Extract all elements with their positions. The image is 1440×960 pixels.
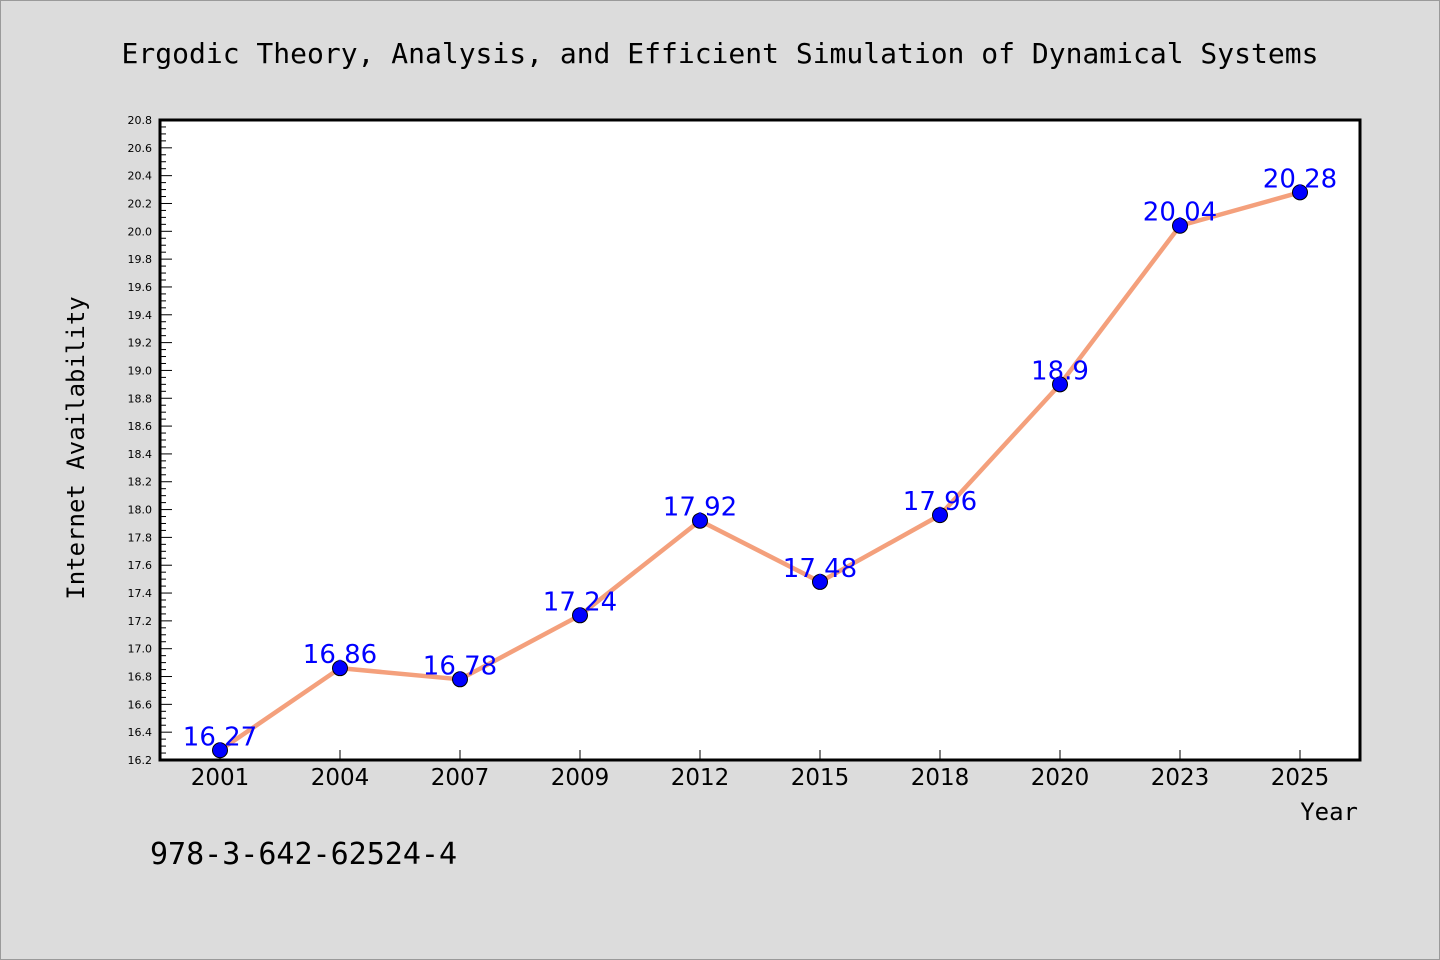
y-tick-label: 19.0 xyxy=(128,364,153,377)
data-label: 20.28 xyxy=(1263,164,1337,194)
x-tick-label: 2015 xyxy=(791,765,850,791)
x-tick-label: 2001 xyxy=(191,765,250,791)
y-tick-label: 20.6 xyxy=(128,142,153,155)
x-axis: 2001 2004 2007 2009 2012 2015 2018 2020 2023 2025 xyxy=(191,750,1330,791)
data-point xyxy=(932,507,948,524)
y-tick-label: 17.4 xyxy=(128,587,153,600)
y-tick-label: 19.4 xyxy=(128,309,153,322)
data-label: 17.48 xyxy=(783,554,857,584)
chart-title: Ergodic Theory, Analysis, and Efficient … xyxy=(122,37,1319,70)
x-tick-label: 2020 xyxy=(1031,765,1090,791)
data-point xyxy=(452,671,468,688)
data-label: 16.86 xyxy=(303,640,377,670)
x-tick-label: 2012 xyxy=(671,765,730,791)
y-tick-label: 16.2 xyxy=(128,754,153,767)
x-tick-label: 2007 xyxy=(431,765,490,791)
data-label: 17.24 xyxy=(543,587,617,617)
series-line xyxy=(218,190,1301,753)
x-tick-label: 2018 xyxy=(911,765,970,791)
x-tick-label: 2004 xyxy=(311,765,370,791)
y-tick-label: 19.8 xyxy=(128,253,153,266)
data-point xyxy=(1172,217,1188,234)
x-tick-label: 2009 xyxy=(551,765,610,791)
data-point xyxy=(692,512,708,529)
y-axis: 16.2 16.4 16.6 16.8 17.0 17.2 17.4 17.6 17.8 18.0… xyxy=(128,114,172,767)
y-tick-label: 17.2 xyxy=(128,615,153,628)
y-tick-label: 20.0 xyxy=(128,225,153,238)
y-tick-label: 18.8 xyxy=(128,392,153,405)
y-tick-label: 20.8 xyxy=(128,114,153,127)
y-tick-label: 17.0 xyxy=(128,643,153,656)
data-label: 20.04 xyxy=(1143,198,1217,228)
x-axis-title: Year xyxy=(1300,798,1358,826)
data-label: 16.27 xyxy=(183,722,257,752)
data-label: 18.9 xyxy=(1031,356,1089,386)
y-tick-label: 16.6 xyxy=(128,698,153,711)
data-point xyxy=(212,742,228,759)
y-tick-label: 17.8 xyxy=(128,531,153,544)
y-tick-label: 18.6 xyxy=(128,420,153,433)
isbn-text: 978-3-642-62524-4 xyxy=(150,837,457,872)
y-tick-label: 19.2 xyxy=(128,337,153,350)
y-tick-label: 20.2 xyxy=(128,197,153,210)
y-tick-label: 16.8 xyxy=(128,671,153,684)
y-tick-label: 19.6 xyxy=(128,281,153,294)
y-tick-label: 20.4 xyxy=(128,170,153,183)
data-label: 16.78 xyxy=(423,651,497,681)
data-point xyxy=(1052,376,1068,393)
data-point xyxy=(332,660,348,677)
y-tick-label: 18.4 xyxy=(128,448,153,461)
y-tick-label: 18.2 xyxy=(128,476,153,489)
y-tick-label: 17.6 xyxy=(128,559,153,572)
series-group xyxy=(212,184,1308,759)
x-tick-label: 2025 xyxy=(1271,765,1330,791)
plot-area xyxy=(158,118,1362,762)
data-point xyxy=(572,607,588,624)
y-axis-title: Internet Availability xyxy=(62,296,90,599)
y-tick-label: 16.4 xyxy=(128,726,153,739)
x-tick-label: 2023 xyxy=(1151,765,1210,791)
data-label: 17.92 xyxy=(663,493,737,523)
data-label: 17.96 xyxy=(903,487,977,517)
data-point xyxy=(1292,184,1308,201)
y-tick-label: 18.0 xyxy=(128,504,153,517)
data-labels: 16.27 16.86 16.78 17.24 17.92 17.48 17.96 18.9 2… xyxy=(183,164,1337,752)
data-point xyxy=(812,573,828,590)
